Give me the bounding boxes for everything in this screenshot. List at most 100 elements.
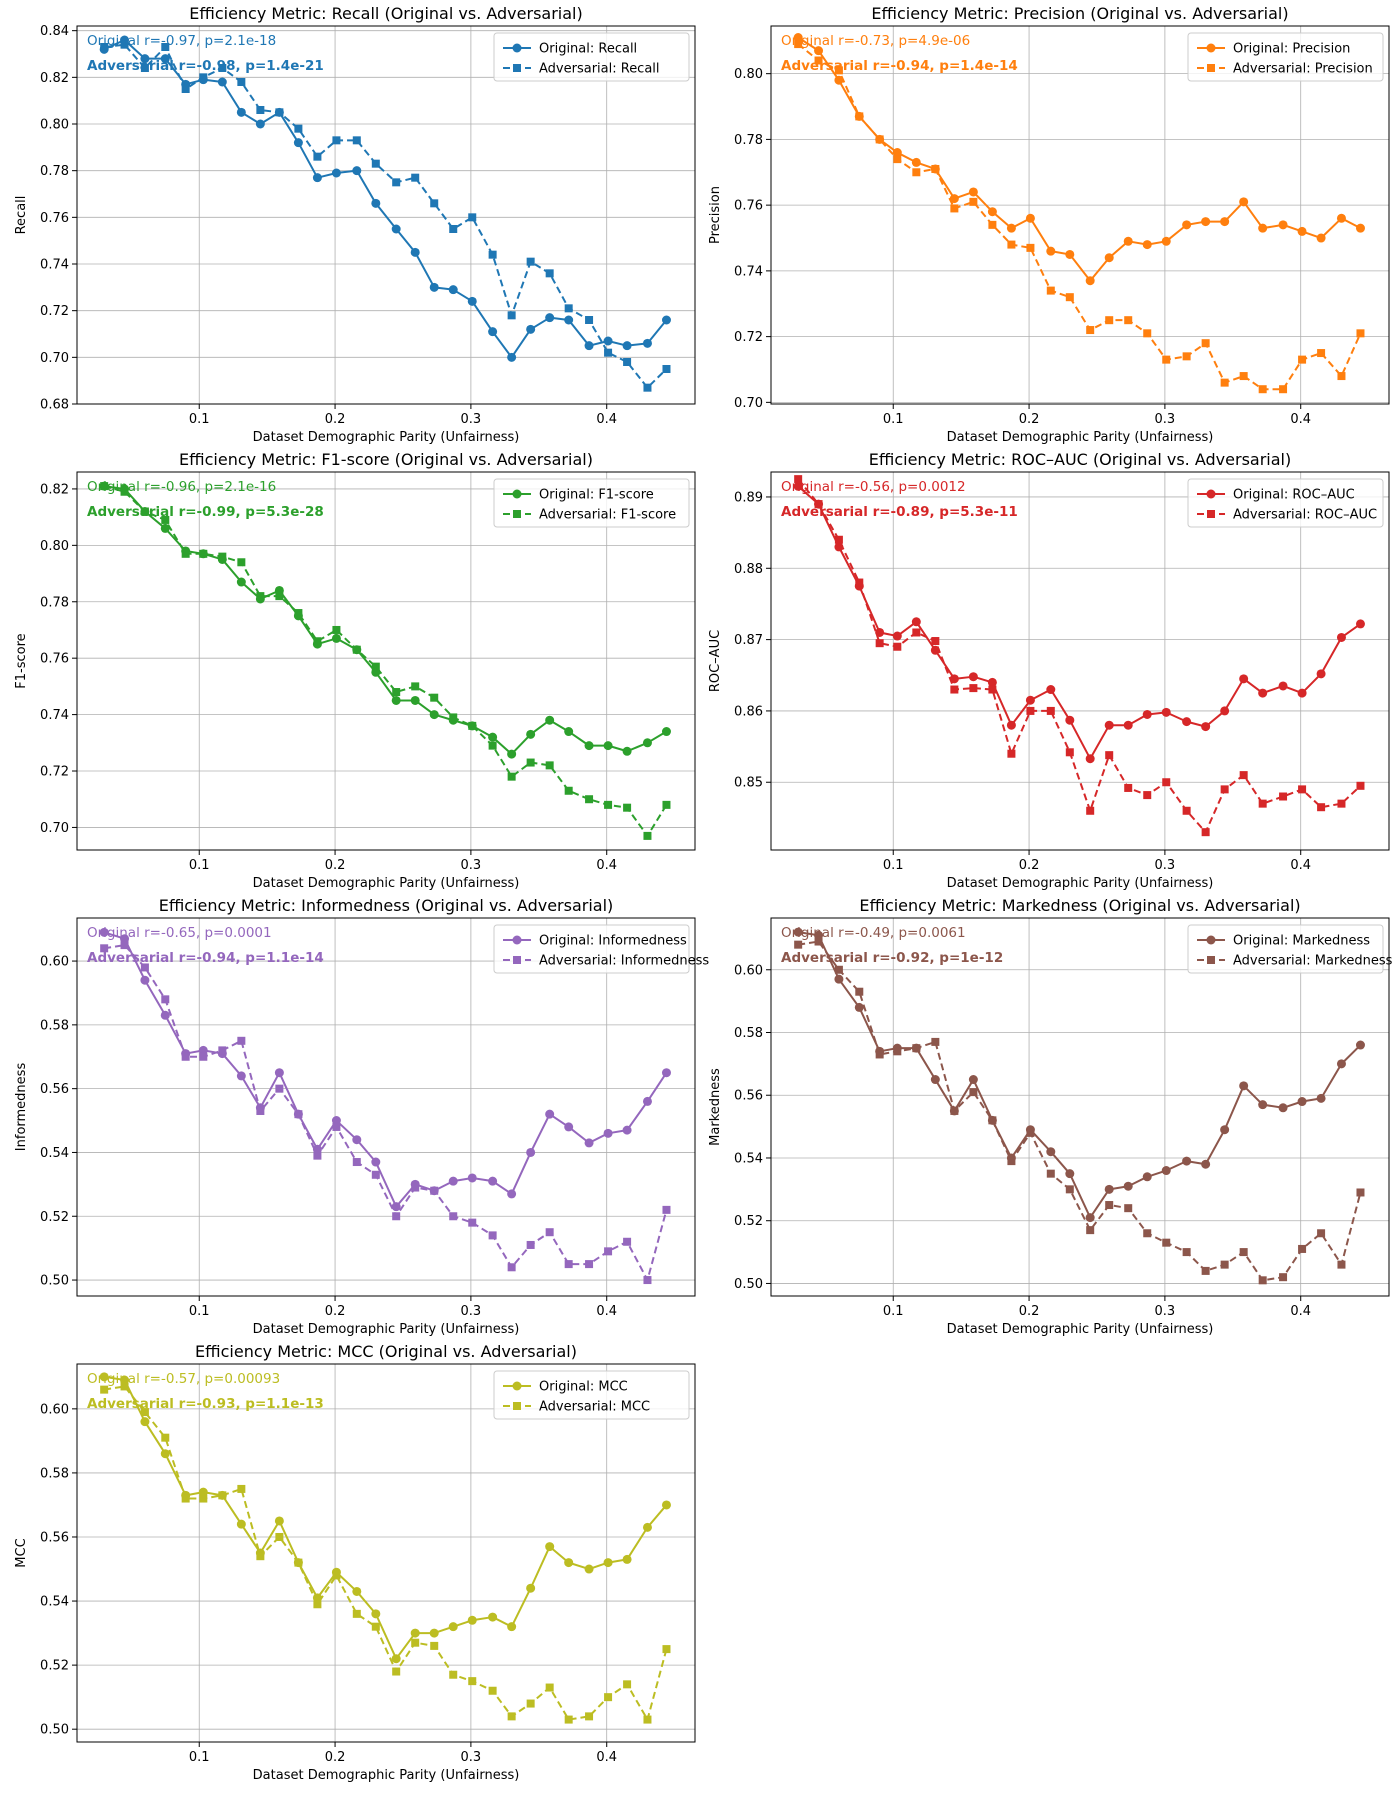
data-point (622, 1554, 632, 1564)
x-tick-label: 0.1 (189, 1750, 210, 1765)
data-point (507, 1189, 517, 1199)
data-point (140, 963, 149, 972)
data-point (256, 1106, 265, 1115)
correlation-annotation: Original r=-0.57, p=0.00093 (87, 1371, 280, 1387)
data-point (622, 341, 632, 351)
x-axis-label: Dataset Demographic Parity (Unfairness) (253, 876, 520, 891)
data-point (410, 695, 420, 705)
data-point (488, 741, 497, 750)
data-point (1006, 223, 1016, 233)
data-point (1279, 1273, 1288, 1282)
data-point (564, 1558, 574, 1568)
data-point (603, 741, 613, 751)
data-point (449, 1212, 458, 1221)
data-point (352, 136, 361, 145)
y-tick-label: 0.60 (734, 963, 763, 978)
data-point (236, 107, 246, 117)
legend: Original: ROC–AUC Adversarial: ROC–AUC (1187, 478, 1384, 528)
x-tick-label: 0.4 (596, 1750, 617, 1765)
data-point (1161, 707, 1171, 717)
legend-label: Original: F1-score (539, 488, 654, 503)
chart-title: Efficiency Metric: Markedness (Original … (859, 896, 1300, 915)
data-point (181, 549, 190, 558)
data-point (100, 482, 109, 491)
data-point (352, 645, 361, 654)
data-point (331, 168, 341, 178)
x-tick-label: 0.3 (461, 412, 482, 427)
data-point (237, 78, 246, 86)
data-point (236, 1071, 246, 1081)
data-point (332, 1122, 341, 1131)
chart-title: Efficiency Metric: Precision (Original v… (871, 4, 1288, 23)
legend-label: Adversarial: Recall (539, 62, 660, 77)
y-tick-label: 0.58 (40, 1466, 69, 1481)
data-point (352, 1158, 361, 1167)
x-tick-label: 0.2 (1019, 1304, 1040, 1319)
y-tick-label: 0.85 (734, 776, 763, 791)
y-tick-label: 0.68 (40, 398, 69, 413)
data-point (181, 1052, 190, 1061)
data-point (448, 285, 458, 295)
legend: Original: Markedness Adversarial: Markedn… (1187, 924, 1393, 974)
data-point (1046, 1169, 1055, 1178)
y-tick-label: 0.52 (40, 1659, 69, 1674)
data-point (1278, 681, 1288, 691)
x-tick-label: 0.1 (189, 412, 210, 427)
data-point (854, 1002, 864, 1012)
data-point (564, 727, 574, 737)
data-point (834, 66, 843, 75)
data-point (814, 937, 823, 946)
data-point (274, 1068, 284, 1078)
y-tick-label: 0.54 (40, 1146, 69, 1161)
x-tick-label: 0.2 (1019, 858, 1040, 873)
chart-panel-1: Efficiency Metric: Recall (Original vs. … (14, 4, 696, 445)
data-point (507, 1622, 517, 1632)
legend-label: Adversarial: MCC (539, 1400, 650, 1415)
data-point (352, 1586, 362, 1596)
data-point (1297, 226, 1307, 236)
data-point (1065, 1185, 1074, 1194)
data-point (1336, 632, 1346, 642)
data-point (391, 1202, 401, 1212)
data-point (1201, 722, 1211, 732)
chart-title: Efficiency Metric: MCC (Original vs. Adv… (195, 1342, 577, 1361)
data-point (623, 803, 632, 812)
data-point (275, 108, 284, 117)
data-point (892, 148, 902, 158)
data-point (988, 1116, 997, 1125)
correlation-annotation: Original r=-0.96, p=2.1e-16 (87, 479, 276, 495)
data-point (1336, 1059, 1346, 1069)
y-tick-label: 0.86 (734, 704, 763, 719)
data-point (1086, 806, 1095, 815)
data-point (1220, 1260, 1229, 1269)
data-point (218, 552, 227, 561)
series-line (797, 43, 1362, 391)
data-point (661, 1500, 671, 1510)
data-point (931, 637, 940, 646)
data-point (488, 250, 497, 259)
data-point (622, 746, 632, 756)
data-point (1162, 1238, 1171, 1247)
data-point (1337, 799, 1346, 808)
y-tick-label: 0.74 (40, 258, 69, 273)
y-axis-label: Precision (708, 186, 723, 244)
data-point (794, 40, 803, 49)
data-point (468, 721, 477, 730)
data-point (1085, 276, 1095, 286)
data-point (1105, 751, 1114, 760)
data-point (294, 124, 303, 133)
y-axis-label: MCC (14, 1538, 29, 1567)
legend-label: Original: Informedness (539, 934, 687, 949)
x-axis-label: Dataset Demographic Parity (Unfairness) (947, 1322, 1214, 1337)
data-point (526, 729, 536, 739)
data-point (293, 138, 303, 148)
y-tick-label: 0.76 (40, 652, 69, 667)
correlation-annotation: Adversarial r=-0.98, p=1.4e-21 (87, 58, 324, 74)
data-point (1046, 286, 1055, 295)
y-tick-label: 0.50 (734, 1277, 763, 1292)
data-point (1161, 1166, 1171, 1176)
data-point (1279, 385, 1288, 394)
data-point (467, 296, 477, 306)
data-point (526, 1699, 535, 1708)
data-point (332, 625, 341, 634)
